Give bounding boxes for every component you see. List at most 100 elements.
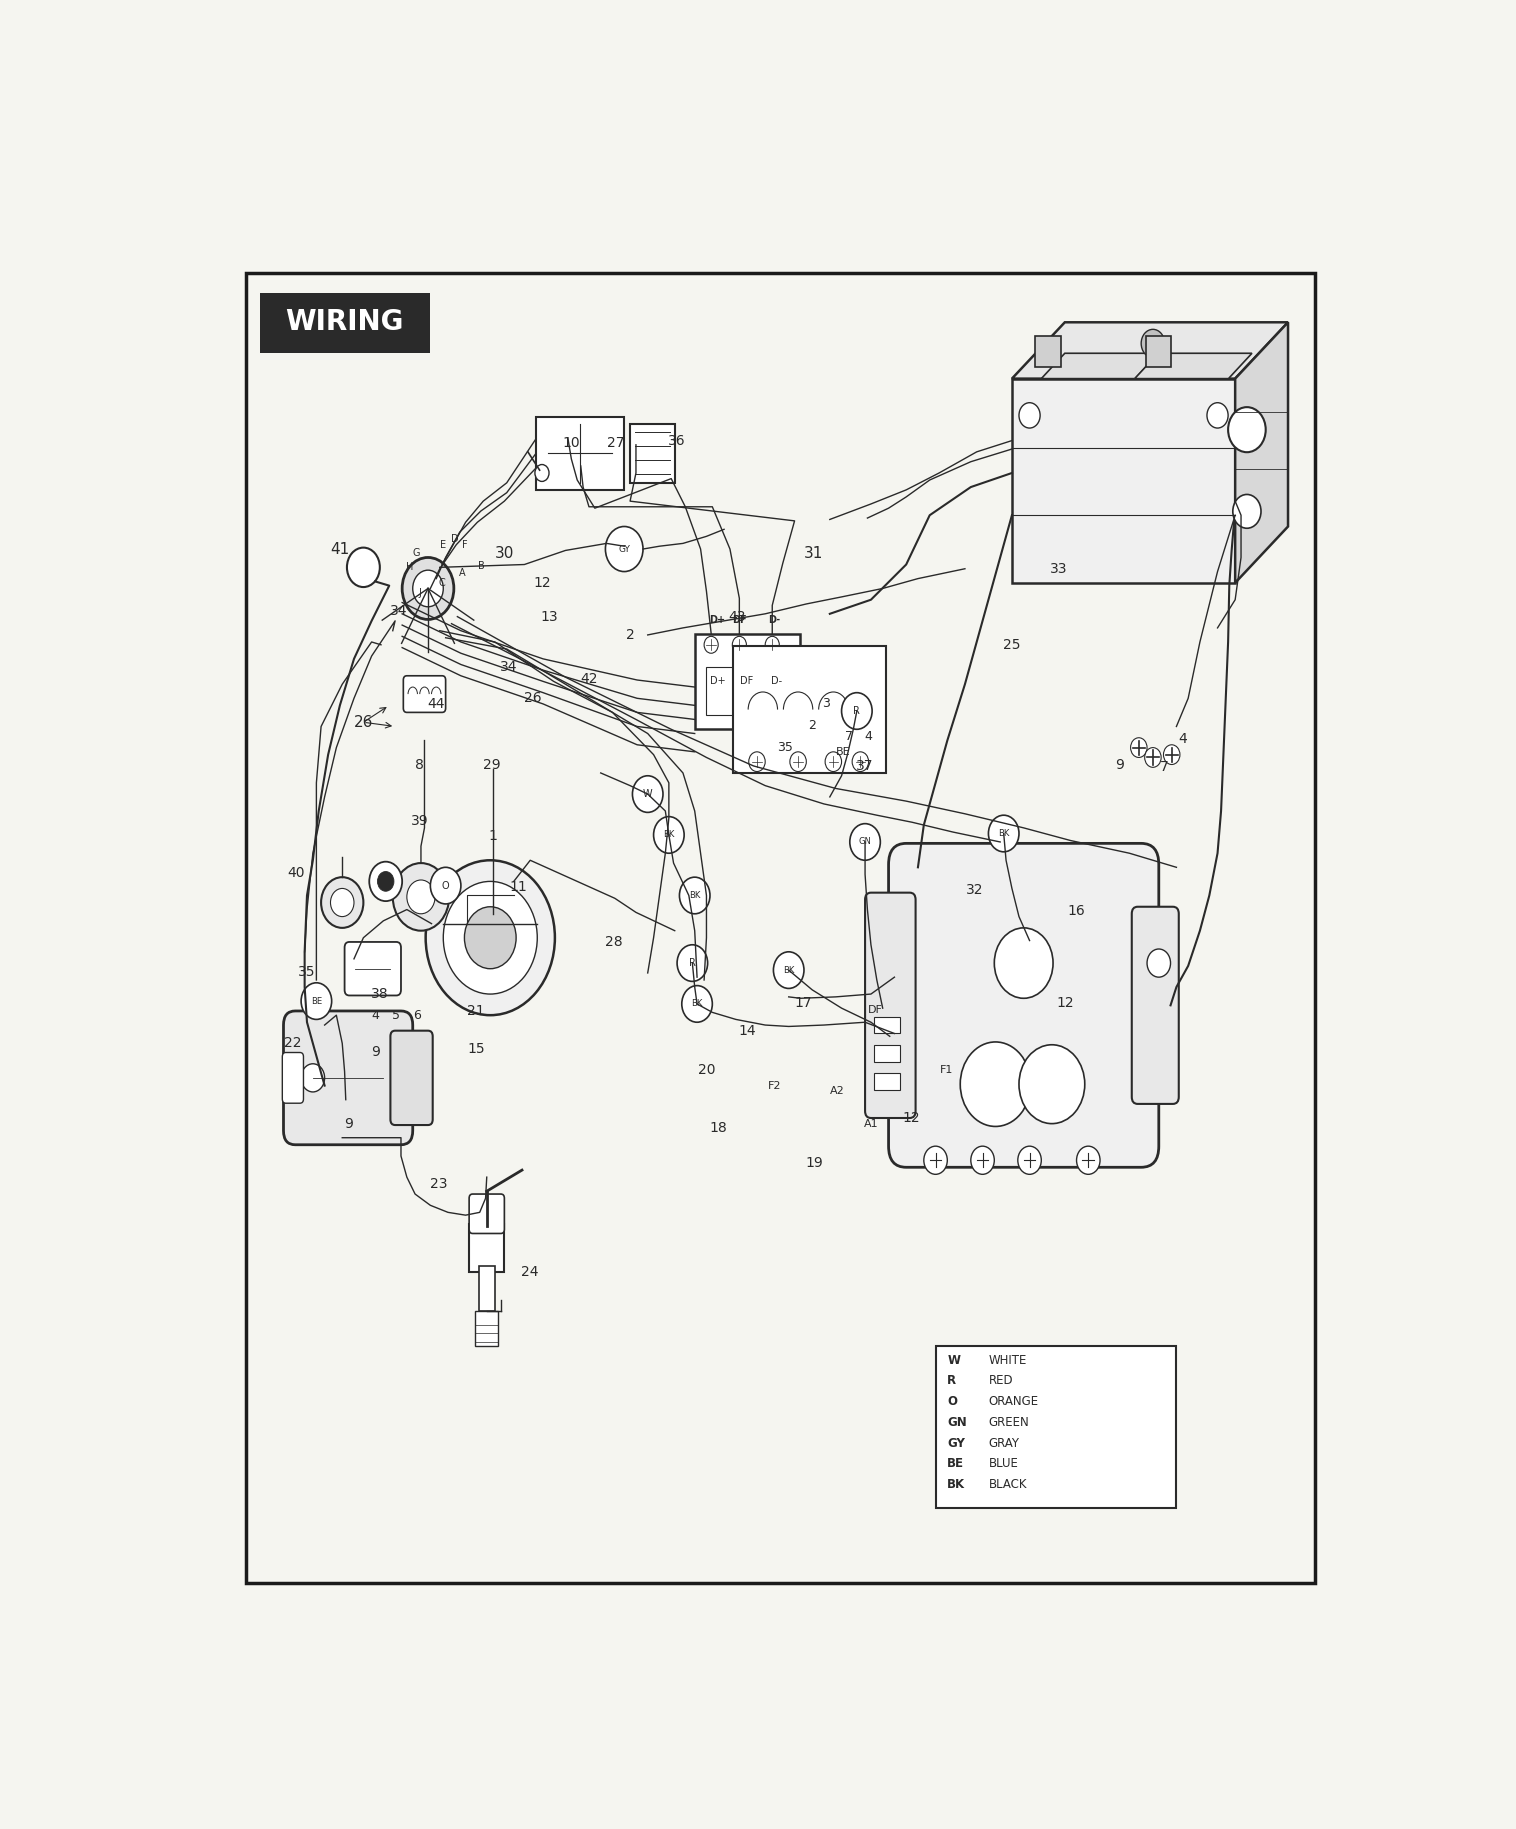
- Text: C: C: [438, 578, 446, 587]
- Bar: [875, 1044, 901, 1061]
- Bar: [1013, 379, 1236, 583]
- FancyBboxPatch shape: [391, 1032, 432, 1125]
- Bar: [875, 1017, 901, 1033]
- Text: BK: BK: [782, 966, 794, 975]
- Circle shape: [431, 867, 461, 904]
- Text: F: F: [461, 540, 467, 551]
- Circle shape: [773, 951, 803, 988]
- Text: F2: F2: [767, 1081, 781, 1090]
- Circle shape: [1148, 949, 1170, 977]
- Circle shape: [302, 982, 332, 1019]
- Text: GN: GN: [858, 838, 872, 847]
- Circle shape: [749, 752, 766, 772]
- Circle shape: [703, 636, 719, 653]
- Text: 2: 2: [626, 627, 635, 642]
- Text: 31: 31: [803, 545, 823, 562]
- Bar: [475, 1311, 499, 1346]
- FancyBboxPatch shape: [1132, 907, 1179, 1105]
- Bar: [537, 417, 625, 490]
- FancyBboxPatch shape: [866, 893, 916, 1118]
- Circle shape: [960, 1043, 1031, 1127]
- Bar: [875, 1074, 901, 1090]
- Text: DF: DF: [740, 677, 753, 686]
- Text: GREEN: GREEN: [988, 1416, 1029, 1428]
- Text: DF: DF: [869, 1004, 884, 1015]
- Text: 5: 5: [393, 1008, 400, 1022]
- Text: 23: 23: [431, 1178, 447, 1191]
- Text: 12: 12: [534, 576, 550, 589]
- Text: BK: BK: [662, 830, 675, 840]
- Text: 12: 12: [1057, 995, 1073, 1010]
- Text: D-: D-: [769, 615, 781, 626]
- Text: 7: 7: [844, 730, 852, 743]
- Bar: [734, 646, 887, 774]
- FancyBboxPatch shape: [283, 1011, 412, 1145]
- Bar: [1146, 337, 1172, 368]
- Text: 34: 34: [390, 604, 408, 618]
- Text: BLUE: BLUE: [988, 1458, 1019, 1471]
- Text: F1: F1: [940, 1064, 954, 1075]
- Text: D+: D+: [709, 615, 725, 626]
- Text: O: O: [441, 880, 449, 891]
- Text: R: R: [854, 706, 860, 715]
- Text: D-: D-: [772, 677, 782, 686]
- Text: GRAY: GRAY: [988, 1436, 1019, 1450]
- Circle shape: [426, 860, 555, 1015]
- Text: 4: 4: [371, 1008, 379, 1022]
- Circle shape: [653, 816, 684, 854]
- Text: 39: 39: [411, 814, 429, 829]
- Bar: [706, 668, 788, 715]
- Circle shape: [679, 878, 709, 914]
- Text: 22: 22: [283, 1037, 302, 1050]
- FancyBboxPatch shape: [344, 942, 400, 995]
- Text: GN: GN: [948, 1416, 967, 1428]
- Text: 16: 16: [1067, 904, 1085, 918]
- Circle shape: [732, 636, 746, 653]
- Text: BE: BE: [948, 1458, 964, 1471]
- FancyBboxPatch shape: [468, 1194, 505, 1233]
- Circle shape: [1207, 402, 1228, 428]
- Text: R: R: [948, 1374, 957, 1388]
- Circle shape: [988, 816, 1019, 852]
- Text: GY: GY: [948, 1436, 966, 1450]
- Polygon shape: [1041, 353, 1158, 379]
- Circle shape: [443, 882, 537, 995]
- Circle shape: [632, 775, 662, 812]
- Text: 40: 40: [288, 865, 305, 880]
- Text: 4: 4: [1178, 732, 1187, 746]
- Circle shape: [1163, 744, 1179, 765]
- Circle shape: [850, 823, 881, 860]
- Bar: [261, 293, 431, 353]
- Text: 34: 34: [500, 660, 518, 675]
- Circle shape: [330, 889, 355, 916]
- Text: 32: 32: [966, 883, 982, 896]
- Text: 1: 1: [488, 829, 497, 843]
- Text: 10: 10: [562, 437, 581, 450]
- Circle shape: [605, 527, 643, 571]
- Circle shape: [1019, 1044, 1085, 1123]
- FancyBboxPatch shape: [282, 1052, 303, 1103]
- Text: J: J: [418, 587, 421, 598]
- Text: R: R: [688, 958, 696, 968]
- Text: 9: 9: [344, 1118, 353, 1130]
- Text: 35: 35: [778, 741, 793, 754]
- Circle shape: [841, 693, 872, 730]
- Circle shape: [766, 636, 779, 653]
- Text: BK: BK: [691, 999, 703, 1008]
- Text: DF: DF: [732, 615, 747, 626]
- FancyBboxPatch shape: [403, 675, 446, 713]
- Circle shape: [1017, 1147, 1041, 1174]
- Text: 37: 37: [857, 759, 873, 774]
- Text: W: W: [948, 1353, 960, 1366]
- Circle shape: [402, 558, 453, 620]
- Circle shape: [923, 1147, 948, 1174]
- Circle shape: [347, 547, 381, 587]
- FancyBboxPatch shape: [468, 1224, 505, 1271]
- Text: 15: 15: [467, 1043, 485, 1055]
- Text: 2: 2: [808, 719, 816, 732]
- Circle shape: [852, 752, 869, 772]
- Text: 14: 14: [738, 1024, 756, 1037]
- Circle shape: [682, 986, 713, 1022]
- Text: 13: 13: [540, 609, 558, 624]
- Circle shape: [1019, 402, 1040, 428]
